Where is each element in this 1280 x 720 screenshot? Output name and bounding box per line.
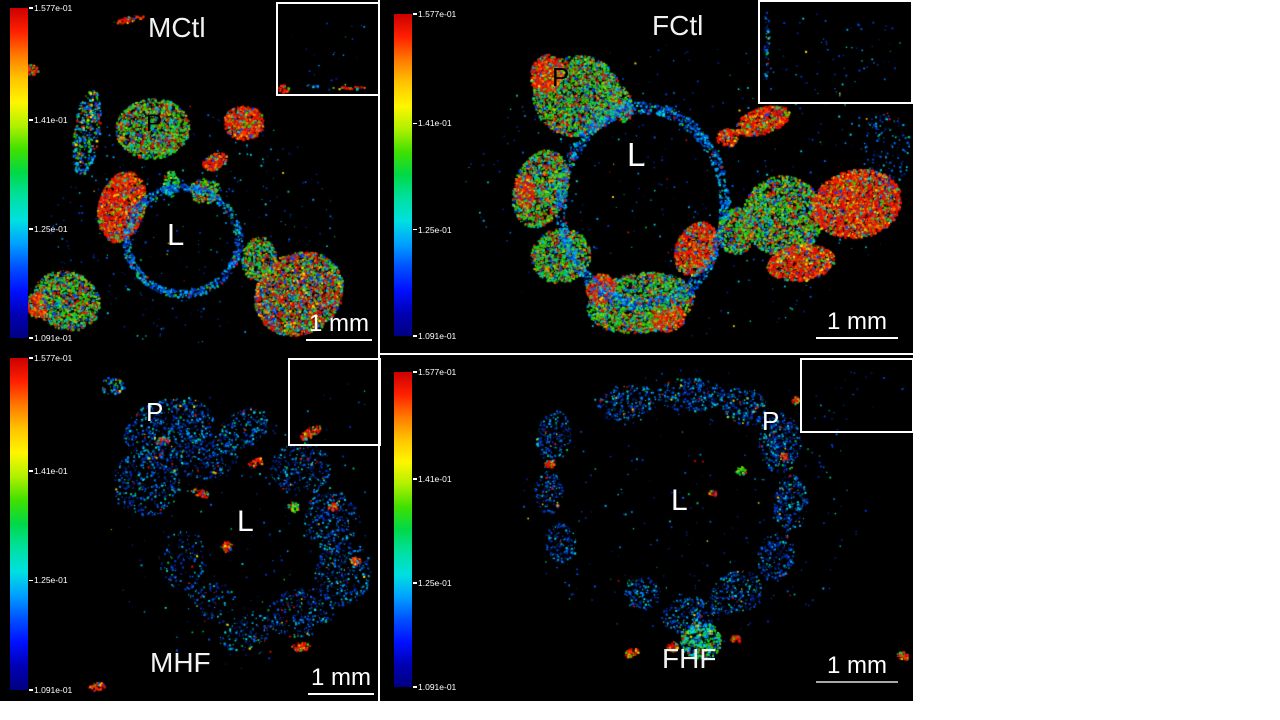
colorbar-mhf: 1.577e-01 1.41e-01 1.25e-01 1.091e-01 [10, 353, 72, 695]
colorbar-tick-label: 1.25e-01 [34, 224, 68, 235]
scale-bar-mctl: 1 mm [306, 310, 372, 341]
colorbar-tick: 1.25e-01 [29, 575, 68, 585]
panel-title-mctl: MCtl [148, 12, 206, 43]
colorbar-mctl: 1.577e-01 1.41e-01 1.25e-01 1.091e-01 [10, 3, 72, 343]
figure-area: 1.577e-01 1.41e-01 1.25e-01 1.091e-01 1.… [0, 0, 914, 701]
colorbar-gradient [10, 358, 28, 690]
scale-bar-line [306, 339, 372, 341]
region-label-l: L [627, 136, 646, 173]
colorbar-tick-label: 1.25e-01 [418, 224, 452, 235]
tick-dash [413, 335, 417, 337]
panel-title-mhf: MHF [150, 647, 211, 678]
colorbar-tick: 1.577e-01 [29, 3, 72, 13]
tick-dash [29, 579, 33, 582]
magnified-inset-box-mctl [276, 2, 380, 96]
region-label-p: P [762, 406, 780, 436]
tick-dash [413, 686, 417, 688]
colorbar-gradient [394, 372, 412, 687]
tick-dash [413, 122, 417, 125]
colorbar-tick-label: 1.41e-01 [34, 115, 68, 126]
region-label-l: L [167, 217, 185, 252]
region-label-p: P [146, 110, 163, 137]
colorbar-tick: 1.091e-01 [413, 331, 456, 341]
tick-dash [29, 228, 33, 230]
tissue-canvas [0, 0, 913, 701]
colorbar-tick: 1.41e-01 [29, 466, 68, 476]
scale-bar-fctl: 1 mm [816, 308, 898, 339]
tick-dash [29, 689, 33, 691]
colorbar-tick-label: 1.091e-01 [34, 333, 73, 343]
colorbar-tick: 1.41e-01 [29, 115, 68, 125]
region-label-l: L [671, 484, 688, 517]
colorbar-tick: 1.091e-01 [413, 682, 456, 692]
colorbar-tick-label: 1.577e-01 [34, 3, 73, 13]
tick-dash [413, 13, 417, 15]
colorbar-tick-label: 1.577e-01 [418, 367, 457, 377]
panel-title-fctl: FCtl [652, 10, 704, 41]
colorbar-fhf: 1.577e-01 1.41e-01 1.25e-01 1.091e-01 [394, 367, 456, 692]
colorbar-tick: 1.25e-01 [413, 225, 452, 235]
scale-bar-label: 1 mm [827, 308, 887, 335]
tick-dash [29, 357, 33, 359]
colorbar-tick-label: 1.25e-01 [34, 575, 68, 586]
magnified-inset-box-fctl [758, 0, 913, 104]
scale-bar-mhf: 1 mm [308, 664, 374, 695]
colorbar-tick: 1.091e-01 [29, 333, 72, 343]
colorbar-tick: 1.577e-01 [29, 353, 72, 363]
colorbar-tick: 1.577e-01 [413, 367, 456, 377]
colorbar-tick-label: 1.577e-01 [418, 9, 457, 19]
colorbar-tick: 1.41e-01 [413, 474, 452, 484]
colorbar-gradient [10, 8, 28, 338]
tick-dash [413, 371, 417, 373]
magnified-inset-box-fhf [800, 358, 914, 433]
tick-dash [29, 470, 33, 472]
tick-dash [413, 478, 417, 480]
tick-dash [29, 119, 33, 121]
colorbar-tick-label: 1.091e-01 [418, 331, 457, 341]
colorbar-tick: 1.577e-01 [413, 9, 456, 19]
colorbar-tick: 1.25e-01 [413, 578, 452, 588]
scale-bar-label: 1 mm [311, 664, 371, 691]
colorbar-tick-label: 1.091e-01 [418, 682, 457, 692]
panel-title-fhf: FHF [662, 643, 717, 674]
region-label-l: L [237, 505, 254, 538]
colorbar-tick-label: 1.41e-01 [34, 465, 68, 476]
colorbar-tick-label: 1.41e-01 [418, 474, 452, 485]
panel-divider-horizontal [378, 353, 913, 355]
colorbar-tick-label: 1.41e-01 [418, 118, 452, 129]
tick-dash [413, 228, 417, 231]
colorbar-tick-label: 1.25e-01 [418, 578, 452, 589]
tick-dash [29, 7, 33, 9]
magnified-inset-box-mhf [288, 358, 381, 446]
colorbar-tick-label: 1.577e-01 [34, 353, 73, 363]
scale-bar-line [816, 337, 898, 339]
colorbar-tick-label: 1.091e-01 [34, 685, 73, 695]
scale-bar-label: 1 mm [827, 652, 887, 679]
colorbar-tick: 1.25e-01 [29, 224, 68, 234]
region-label-p: P [146, 397, 164, 427]
colorbar-gradient [394, 14, 412, 336]
scale-bar-label: 1 mm [309, 310, 369, 337]
panel-divider-vertical [378, 0, 380, 701]
colorbar-fctl: 1.577e-01 1.41e-01 1.25e-01 1.091e-01 [394, 9, 456, 341]
tick-dash [29, 337, 33, 339]
scale-bar-fhf: 1 mm [816, 652, 898, 683]
scale-bar-line [308, 693, 374, 695]
colorbar-tick: 1.41e-01 [413, 118, 452, 128]
tick-dash [413, 582, 417, 584]
region-label-p: P [552, 62, 570, 92]
colorbar-tick: 1.091e-01 [29, 685, 72, 695]
scale-bar-line [816, 681, 898, 683]
